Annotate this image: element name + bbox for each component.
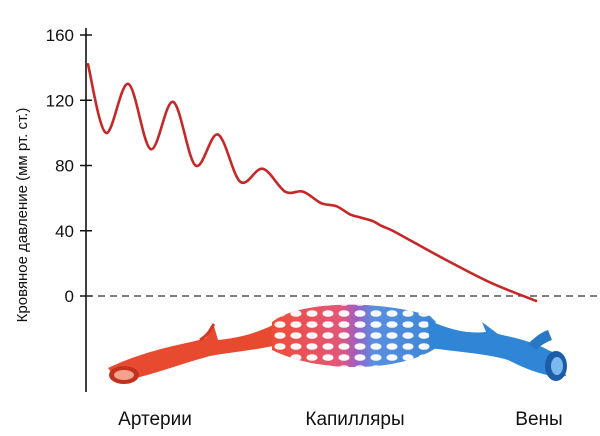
pressure-point-16 — [380, 224, 383, 228]
pressure-point-10 — [301, 190, 305, 193]
pressure-point-17 — [391, 229, 394, 232]
pressure-point-8 — [261, 167, 264, 170]
pressure-series-line — [86, 63, 538, 303]
pressure-point-19 — [445, 258, 448, 262]
pressure-point-18 — [409, 239, 412, 242]
region-label-arteries: Артерии — [118, 409, 192, 430]
blood-vessel-illustration — [108, 304, 567, 384]
y-axis-label: Кровяное давление (мм рт. ст.) — [14, 108, 31, 323]
region-labels: Артерии Капилляры Вены — [118, 409, 563, 430]
pressure-points — [86, 63, 538, 303]
pressure-point-13 — [348, 213, 352, 216]
pressure-point-3 — [149, 147, 152, 151]
region-label-capillaries: Капилляры — [305, 409, 404, 430]
pressure-point-0 — [86, 63, 90, 66]
y-ticks — [80, 34, 92, 297]
pressure-point-7 — [239, 180, 242, 184]
y-tick-label-40: 40 — [55, 222, 74, 241]
pressure-point-4 — [171, 100, 175, 104]
pressure-point-15 — [371, 219, 374, 223]
y-tick-label-120: 120 — [46, 91, 74, 110]
y-tick-label-0: 0 — [65, 287, 74, 306]
pressure-point-5 — [194, 164, 197, 167]
pressure-point-12 — [335, 205, 338, 208]
pressure-point-14 — [360, 216, 363, 219]
pressure-point-20 — [490, 281, 493, 285]
y-tick-label-80: 80 — [55, 157, 74, 176]
y-tick-labels: 0 40 80 120 160 — [46, 26, 74, 306]
artery-shape — [108, 320, 282, 382]
pressure-point-9 — [283, 190, 287, 193]
pressure-point-11 — [319, 201, 323, 205]
vein-shape — [428, 320, 566, 377]
pressure-point-2 — [127, 82, 130, 86]
y-tick-label-160: 160 — [46, 26, 74, 45]
pressure-point-6 — [216, 133, 220, 136]
pressure-point-21 — [534, 299, 538, 303]
pressure-point-1 — [104, 131, 108, 135]
region-label-veins: Вены — [515, 409, 562, 430]
